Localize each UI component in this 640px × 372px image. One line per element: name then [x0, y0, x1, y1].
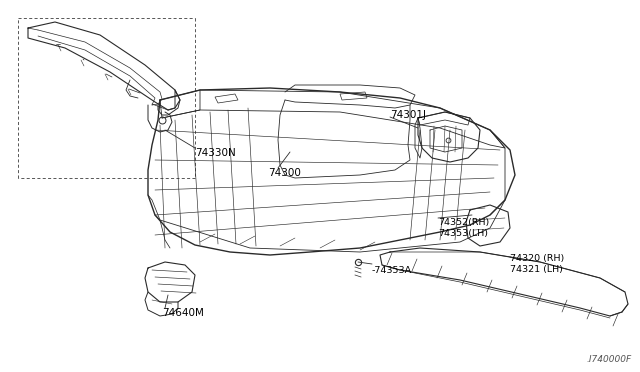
Text: 74352(RH): 74352(RH) [438, 218, 489, 227]
Text: -74353A: -74353A [372, 266, 412, 275]
Text: 74320 (RH): 74320 (RH) [510, 254, 564, 263]
Text: 74640M: 74640M [162, 308, 204, 318]
Text: 74300: 74300 [268, 168, 301, 178]
Text: 74330N: 74330N [195, 148, 236, 158]
Text: 74353(LH): 74353(LH) [438, 229, 488, 238]
Text: 74301J: 74301J [390, 110, 426, 120]
Text: .I740000F: .I740000F [587, 355, 632, 364]
Text: 74321 (LH): 74321 (LH) [510, 265, 563, 274]
